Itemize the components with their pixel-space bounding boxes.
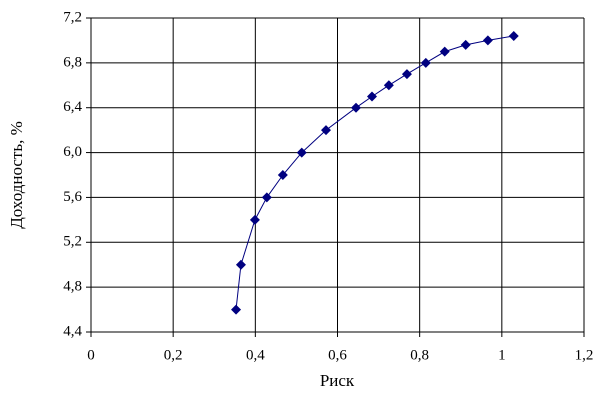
marker [508,30,519,41]
marker [249,214,260,225]
marker [277,170,288,180]
marker [460,39,471,50]
marker [320,125,331,136]
x-tick-label: 0,6 [328,347,347,363]
y-axis-label: Доходность, % [7,121,26,229]
marker [367,91,378,102]
y-tick-label: 6,8 [63,54,82,70]
y-tick-label: 5,2 [63,234,82,250]
marker [235,259,246,270]
marker [296,147,307,158]
x-axis-label: Риск [320,371,355,390]
x-tick-label: 0 [87,347,95,363]
x-tick-label: 0,8 [410,347,429,363]
y-tick-label: 7,2 [63,9,82,25]
y-tick-label: 6,0 [63,144,82,160]
y-tick-label: 4,8 [63,279,82,295]
marker [420,57,431,68]
marker [350,102,361,113]
marker [401,69,412,80]
x-tick-label: 1,2 [575,347,594,363]
marker [231,304,242,315]
x-tick-label: 0,2 [164,347,183,363]
marker [482,35,493,46]
y-tick-label: 6,4 [63,99,82,115]
line [235,35,514,310]
y-tick-label: 5,6 [63,189,82,205]
marker [261,192,272,203]
x-tick-label: 1 [498,347,506,363]
y-tick-label: 4,4 [63,323,82,339]
marker [383,80,394,91]
x-tick-label: 0,4 [246,347,265,363]
marker [439,46,450,57]
